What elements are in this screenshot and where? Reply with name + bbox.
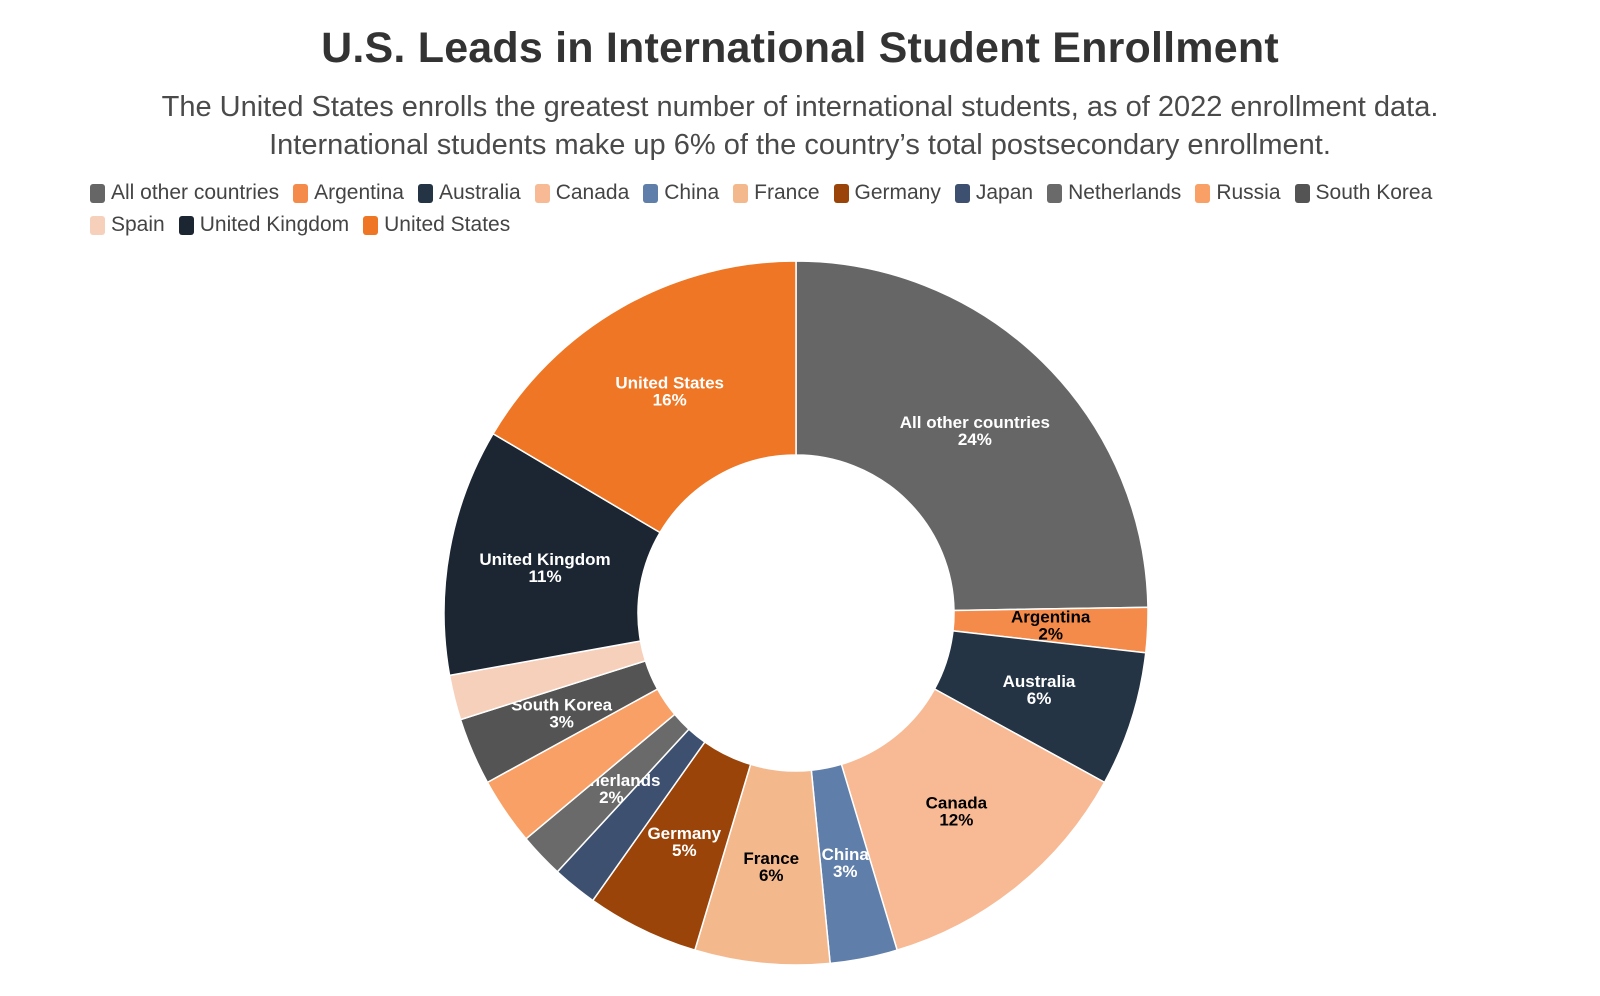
legend-item-netherlands[interactable]: Netherlands (1047, 180, 1181, 206)
slice-label-value: 6% (1027, 689, 1052, 708)
slice-label-name: All other countries (900, 413, 1050, 432)
slice-label-germany: Germany 5% (647, 824, 721, 860)
slice-label-name: France (743, 849, 799, 868)
slice-label-name: Australia (1003, 672, 1076, 691)
legend-label: All other countries (111, 181, 280, 204)
legend-item-russia[interactable]: Russia (1195, 180, 1281, 206)
slice-label-name: China (822, 845, 870, 864)
slice-label-name: Argentina (1011, 607, 1091, 626)
legend-item-all-other-countries[interactable]: All other countries (90, 180, 279, 206)
slice-label-value: 12% (939, 810, 973, 829)
slice-label-value: 11% (528, 567, 561, 586)
legend-label: South Korea (1315, 181, 1433, 204)
legend-label: United States (384, 213, 511, 236)
slice-canada[interactable] (840, 688, 1106, 952)
slice-label-value: 3% (833, 862, 858, 881)
slice-label-value: 2% (1038, 624, 1063, 643)
legend-swatch (90, 215, 105, 235)
slice-label-name: Canada (926, 793, 988, 812)
legend-item-argentina[interactable]: Argentina (293, 180, 404, 206)
legend-item-united-states[interactable]: United States (363, 212, 510, 238)
legend-item-japan[interactable]: Japan (954, 180, 1034, 206)
legend-swatch (1195, 183, 1211, 203)
slice-label-canada: Canada 12% (926, 793, 988, 829)
chart-subtitle: The United States enrolls the greatest n… (161, 91, 1439, 161)
legend-swatch (363, 215, 379, 235)
legend-label: Canada (555, 181, 630, 204)
legend-item-france[interactable]: France (733, 180, 820, 206)
legend-swatch (643, 183, 659, 203)
legend-label: Germany (854, 181, 941, 204)
slice-united-states[interactable] (492, 260, 797, 534)
chart-title: U.S. Leads in International Student Enro… (321, 24, 1279, 72)
legend-item-australia[interactable]: Australia (418, 180, 521, 206)
legend-swatch (833, 183, 849, 203)
legend-label: Spain (111, 213, 165, 236)
legend-label: Japan (975, 181, 1034, 204)
slice-label-value: 16% (653, 390, 687, 409)
legend-label: United Kingdom (199, 213, 350, 236)
slice-label-united-kingdom: United Kingdom 11% (479, 550, 610, 586)
legend-item-south-korea[interactable]: South Korea (1294, 180, 1433, 206)
slice-label-south-korea: South Korea 3% (511, 695, 613, 731)
legend-item-canada[interactable]: Canada (534, 180, 630, 206)
slice-label-name: Germany (647, 824, 721, 843)
legend-swatch (293, 183, 309, 203)
legend-item-china[interactable]: China (643, 180, 719, 206)
legend: All other countries Argentina Australia Can… (90, 180, 1510, 238)
legend-label: China (664, 181, 720, 204)
slice-label-all-other-countries: All other countries 24% (900, 413, 1050, 449)
legend-label: Australia (439, 181, 521, 204)
legend-label: Argentina (314, 181, 404, 204)
slice-label-value: 5% (672, 841, 697, 860)
slice-label-name: United Kingdom (479, 550, 610, 569)
slice-label-china: China 3% (822, 845, 870, 881)
legend-swatch (733, 183, 749, 203)
legend-item-spain[interactable]: Spain (90, 212, 165, 238)
slice-label-united-states: United States 16% (615, 373, 724, 409)
legend-swatch (1047, 183, 1063, 203)
legend-swatch (954, 183, 970, 203)
slice-label-argentina: Argentina 2% (1011, 607, 1091, 643)
legend-swatch (418, 183, 433, 203)
legend-swatch (178, 215, 194, 235)
slice-label-value: 24% (958, 430, 992, 449)
slice-label-name: United States (615, 373, 724, 392)
slice-label-value: 3% (549, 712, 574, 731)
legend-label: Russia (1216, 181, 1281, 204)
legend-swatch (90, 183, 105, 203)
slice-united-kingdom[interactable] (443, 432, 662, 677)
slice-label-france: France 6% (743, 849, 799, 885)
legend-label: France (754, 181, 820, 204)
legend-label: Netherlands (1068, 181, 1182, 204)
slice-label-name: South Korea (511, 695, 613, 714)
slice-label-value: 6% (759, 866, 784, 885)
slice-label-value: 2% (599, 788, 624, 807)
slice-label-australia: Australia 6% (1003, 672, 1076, 708)
legend-item-germany[interactable]: Germany (833, 180, 941, 206)
legend-swatch (534, 183, 550, 203)
legend-swatch (1294, 183, 1310, 203)
legend-item-united-kingdom[interactable]: United Kingdom (178, 212, 350, 238)
slice-all-other-countries[interactable] (795, 260, 1149, 612)
